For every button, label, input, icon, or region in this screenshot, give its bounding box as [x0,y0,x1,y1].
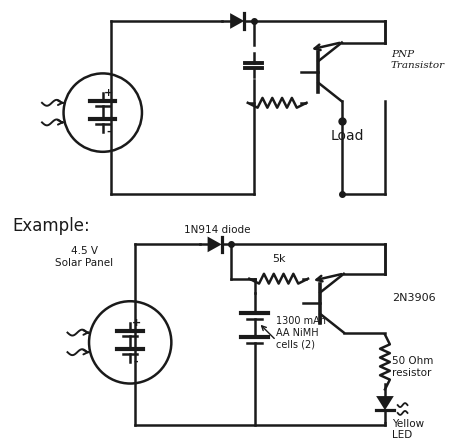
Text: -: - [134,357,138,367]
Text: Yellow
LED: Yellow LED [392,419,424,440]
Text: 50 Ohm
resistor: 50 Ohm resistor [392,356,433,378]
Polygon shape [208,236,222,252]
Polygon shape [230,13,244,29]
Text: PNP
Transistor: PNP Transistor [391,50,445,70]
Text: Load: Load [331,129,365,143]
Text: 4.5 V
Solar Panel: 4.5 V Solar Panel [55,246,113,268]
Text: +: + [104,88,113,98]
Text: Example:: Example: [13,217,91,235]
Polygon shape [376,396,394,410]
Text: 2N3906: 2N3906 [392,293,436,303]
Text: 1N914 diode: 1N914 diode [184,225,251,235]
Text: 5k: 5k [272,254,285,264]
Text: 1300 mAh
AA NiMH
cells (2): 1300 mAh AA NiMH cells (2) [276,316,326,349]
Text: -: - [106,127,111,137]
Text: +: + [131,318,141,328]
